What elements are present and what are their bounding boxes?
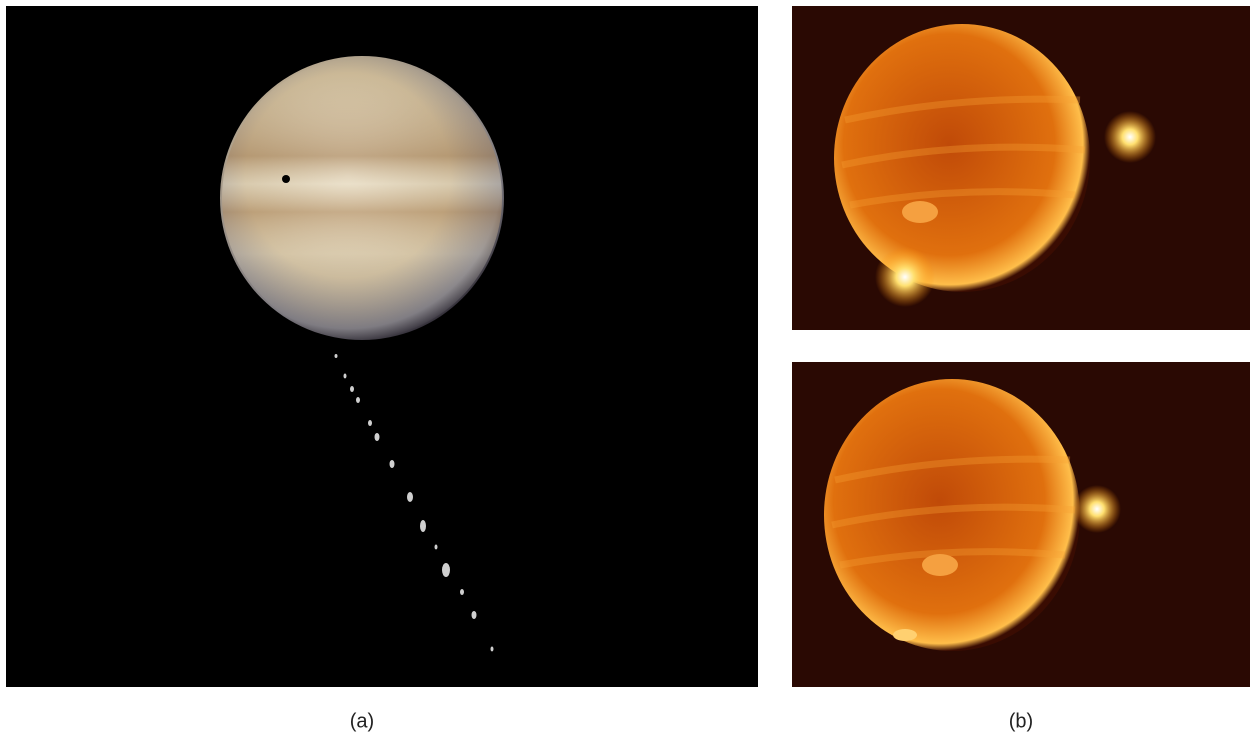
impact-site: [902, 201, 938, 223]
impact-flash: [1104, 111, 1156, 163]
infrared-bands: [831, 455, 1076, 569]
impact-flash: [1073, 485, 1121, 533]
jupiter-bands: [222, 58, 502, 338]
jupiter-infrared: [824, 379, 1080, 651]
panel-label: (b): [1009, 710, 1033, 732]
jupiter-infrared: [834, 24, 1090, 292]
impact-site: [893, 629, 917, 641]
comet-fragments: [334, 354, 494, 652]
infrared-bands: [841, 95, 1086, 209]
impact-flash: [875, 247, 935, 307]
moon-shadow: [282, 175, 290, 183]
panel-label: (a): [350, 710, 374, 732]
impact-site: [922, 554, 958, 576]
